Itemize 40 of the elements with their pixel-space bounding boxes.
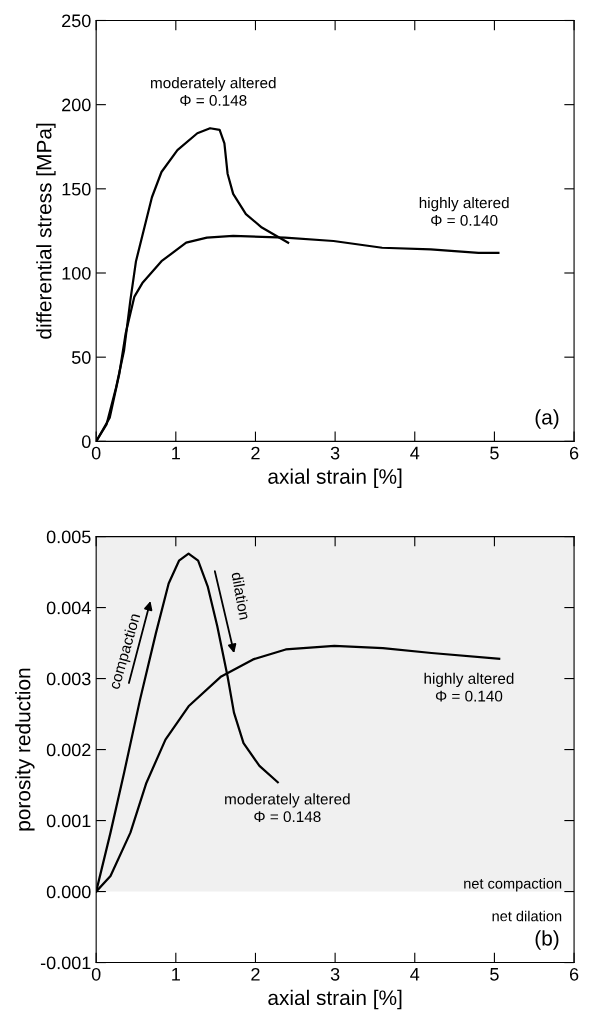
x-tick-label: 6 — [569, 967, 579, 981]
y-tick-label: 200 — [62, 98, 91, 112]
x-axis-title: axial strain [%] — [268, 989, 402, 1010]
x-tick-label: 3 — [330, 967, 340, 981]
annotation: dilation — [231, 571, 251, 620]
y-axis-title: differential stress [MPa] — [36, 123, 56, 339]
x-tick-label: 0 — [91, 967, 101, 981]
y-tick-label: -0.001 — [40, 956, 91, 970]
y-tick-label: 0 — [81, 435, 91, 449]
y-tick-label: 0.003 — [46, 672, 91, 686]
x-tick-label: 0 — [91, 446, 101, 460]
y-tick-label: 0.001 — [46, 814, 91, 828]
annotation: moderately altered Φ = 0.148 — [151, 77, 276, 106]
x-tick-label: 3 — [330, 446, 340, 460]
annotation: net dilation — [492, 910, 562, 922]
annotation: highly altered Φ = 0.140 — [419, 197, 509, 226]
y-tick-label: 150 — [62, 182, 91, 196]
y-axis-title: porosity reduction — [15, 668, 35, 831]
x-tick-label: 4 — [410, 968, 420, 981]
x-tick-label: 4 — [410, 446, 420, 460]
y-tick-label: 100 — [62, 266, 91, 280]
y-tick-label: 0.005 — [46, 530, 91, 544]
x-tick-label: 1 — [172, 968, 180, 981]
y-tick-label: 0.002 — [46, 743, 91, 757]
x-tick-label: 5 — [490, 968, 499, 981]
x-tick-label: 2 — [251, 446, 260, 460]
band-label: net compaction — [464, 877, 562, 892]
y-tick-label: 0.004 — [46, 601, 91, 615]
x-tick-label: 5 — [490, 446, 499, 460]
x-axis-title: axial strain [%] — [268, 468, 402, 489]
annotation: highly altered Φ = 0.140 — [424, 672, 514, 702]
x-tick-label: 1 — [172, 446, 180, 460]
x-tick-label: 2 — [251, 967, 260, 981]
y-tick-label: 250 — [62, 14, 91, 28]
y-tick-label: 50 — [71, 351, 91, 364]
y-tick-label: 0.000 — [46, 885, 91, 899]
x-tick-label: 6 — [569, 446, 579, 460]
annotation: (a) — [535, 409, 559, 429]
annotation: moderately altered Φ = 0.148 — [225, 793, 350, 823]
annotation: (b) — [535, 930, 559, 950]
